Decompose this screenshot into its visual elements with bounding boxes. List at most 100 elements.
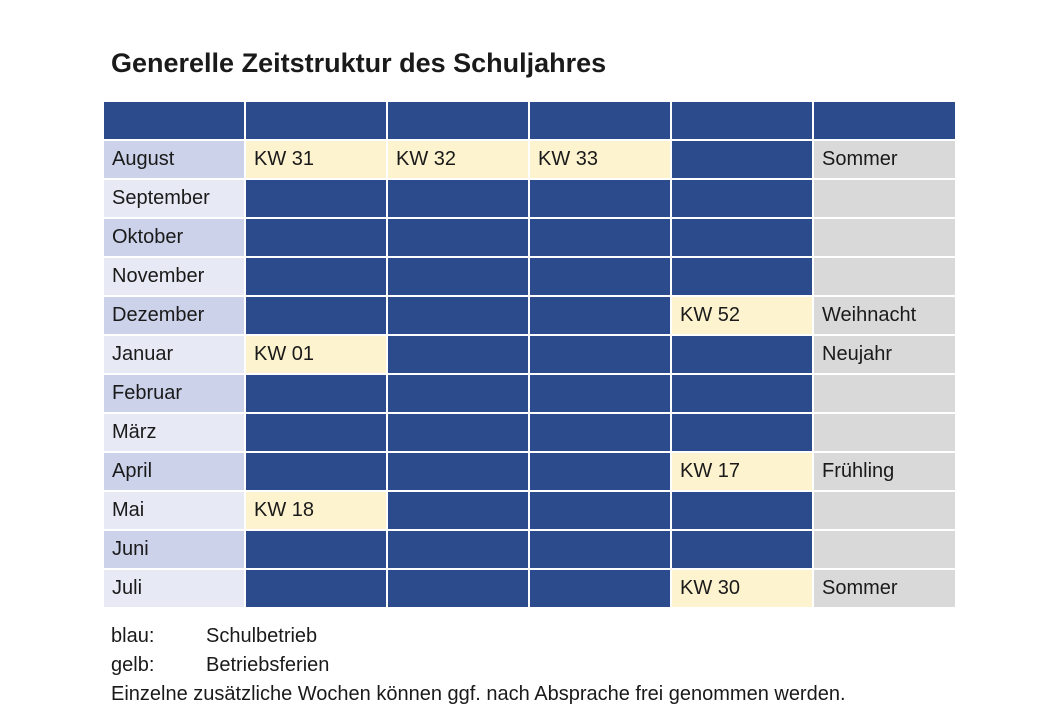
school-week-cell — [244, 412, 388, 453]
school-week-cell — [670, 178, 814, 219]
school-week-cell — [670, 412, 814, 453]
school-week-cell — [386, 295, 530, 336]
holiday-name-cell: Sommer — [812, 568, 957, 609]
school-week-cell — [386, 373, 530, 414]
month-cell: August — [102, 139, 246, 180]
school-week-cell — [386, 178, 530, 219]
school-week-cell — [528, 334, 672, 375]
holiday-name-cell — [812, 529, 957, 570]
school-week-cell — [528, 412, 672, 453]
school-week-cell — [386, 412, 530, 453]
table-row: Januar KW 01 Neujahr — [102, 334, 957, 375]
school-week-cell — [386, 451, 530, 492]
holiday-week-cell: KW 32 — [386, 139, 530, 180]
month-cell: Januar — [102, 334, 246, 375]
holiday-name-cell: Sommer — [812, 139, 957, 180]
school-week-cell — [528, 568, 672, 609]
table-row: April KW 17 Frühling — [102, 451, 957, 492]
school-week-cell — [244, 568, 388, 609]
school-week-cell — [386, 217, 530, 258]
holiday-week-cell: KW 31 — [244, 139, 388, 180]
school-week-cell — [528, 451, 672, 492]
school-week-cell — [386, 490, 530, 531]
legend-text: Betriebsferien — [206, 654, 330, 676]
school-week-cell — [386, 334, 530, 375]
school-week-cell — [244, 451, 388, 492]
holiday-name-cell — [812, 412, 957, 453]
page-title: Generelle Zeitstruktur des Schuljahres — [111, 48, 607, 78]
legend-blue: blau: Schulbetrieb — [111, 625, 317, 648]
holiday-week-cell: KW 17 — [670, 451, 814, 492]
schedule-table-body: August KW 31 KW 32 KW 33 Sommer September Okto… — [102, 100, 957, 609]
month-cell: März — [102, 412, 246, 453]
header-cell — [528, 100, 672, 141]
school-week-cell — [670, 490, 814, 531]
table-row: November — [102, 256, 957, 297]
table-row: Oktober — [102, 217, 957, 258]
header-cell — [102, 100, 246, 141]
schedule-table: August KW 31 KW 32 KW 33 Sommer September Okto… — [102, 100, 957, 609]
table-row: Juni — [102, 529, 957, 570]
footnote: Einzelne zusätzliche Wochen können ggf. … — [111, 683, 846, 705]
month-cell: September — [102, 178, 246, 219]
school-week-cell — [244, 295, 388, 336]
school-week-cell — [244, 373, 388, 414]
school-week-cell — [528, 529, 672, 570]
school-week-cell — [528, 217, 672, 258]
month-cell: November — [102, 256, 246, 297]
table-header-row — [102, 100, 957, 141]
table-row: Februar — [102, 373, 957, 414]
school-week-cell — [670, 256, 814, 297]
school-week-cell — [528, 490, 672, 531]
month-cell: Februar — [102, 373, 246, 414]
header-cell — [812, 100, 957, 141]
month-cell: Juni — [102, 529, 246, 570]
school-week-cell — [244, 529, 388, 570]
legend-text: Schulbetrieb — [206, 625, 318, 647]
school-week-cell — [386, 256, 530, 297]
school-week-cell — [528, 373, 672, 414]
school-week-cell — [670, 217, 814, 258]
header-cell — [244, 100, 388, 141]
school-week-cell — [386, 568, 530, 609]
holiday-week-cell: KW 52 — [670, 295, 814, 336]
month-cell: Juli — [102, 568, 246, 609]
month-cell: Dezember — [102, 295, 246, 336]
school-week-cell — [670, 529, 814, 570]
month-cell: Mai — [102, 490, 246, 531]
school-week-cell — [244, 178, 388, 219]
header-cell — [670, 100, 814, 141]
table-row: August KW 31 KW 32 KW 33 Sommer — [102, 139, 957, 180]
school-week-cell — [244, 256, 388, 297]
school-week-cell — [528, 256, 672, 297]
holiday-week-cell: KW 33 — [528, 139, 672, 180]
school-week-cell — [244, 217, 388, 258]
school-week-cell — [670, 373, 814, 414]
school-week-cell — [670, 334, 814, 375]
holiday-week-cell: KW 30 — [670, 568, 814, 609]
header-cell — [386, 100, 530, 141]
holiday-week-cell: KW 01 — [244, 334, 388, 375]
holiday-name-cell — [812, 217, 957, 258]
legend-key: blau: — [111, 625, 155, 647]
table-row: Juli KW 30 Sommer — [102, 568, 957, 609]
school-week-cell — [386, 529, 530, 570]
holiday-name-cell — [812, 373, 957, 414]
holiday-name-cell: Weihnacht — [812, 295, 957, 336]
month-cell: Oktober — [102, 217, 246, 258]
school-week-cell — [528, 178, 672, 219]
table-row: März — [102, 412, 957, 453]
holiday-week-cell: KW 18 — [244, 490, 388, 531]
table-row: Dezember KW 52 Weihnacht — [102, 295, 957, 336]
holiday-name-cell — [812, 256, 957, 297]
holiday-name-cell: Neujahr — [812, 334, 957, 375]
table-row: Mai KW 18 — [102, 490, 957, 531]
school-week-cell — [670, 139, 814, 180]
table-row: September — [102, 178, 957, 219]
holiday-name-cell — [812, 490, 957, 531]
school-week-cell — [528, 295, 672, 336]
month-cell: April — [102, 451, 246, 492]
legend-yellow: gelb: Betriebsferien — [111, 654, 329, 677]
holiday-name-cell — [812, 178, 957, 219]
holiday-name-cell: Frühling — [812, 451, 957, 492]
